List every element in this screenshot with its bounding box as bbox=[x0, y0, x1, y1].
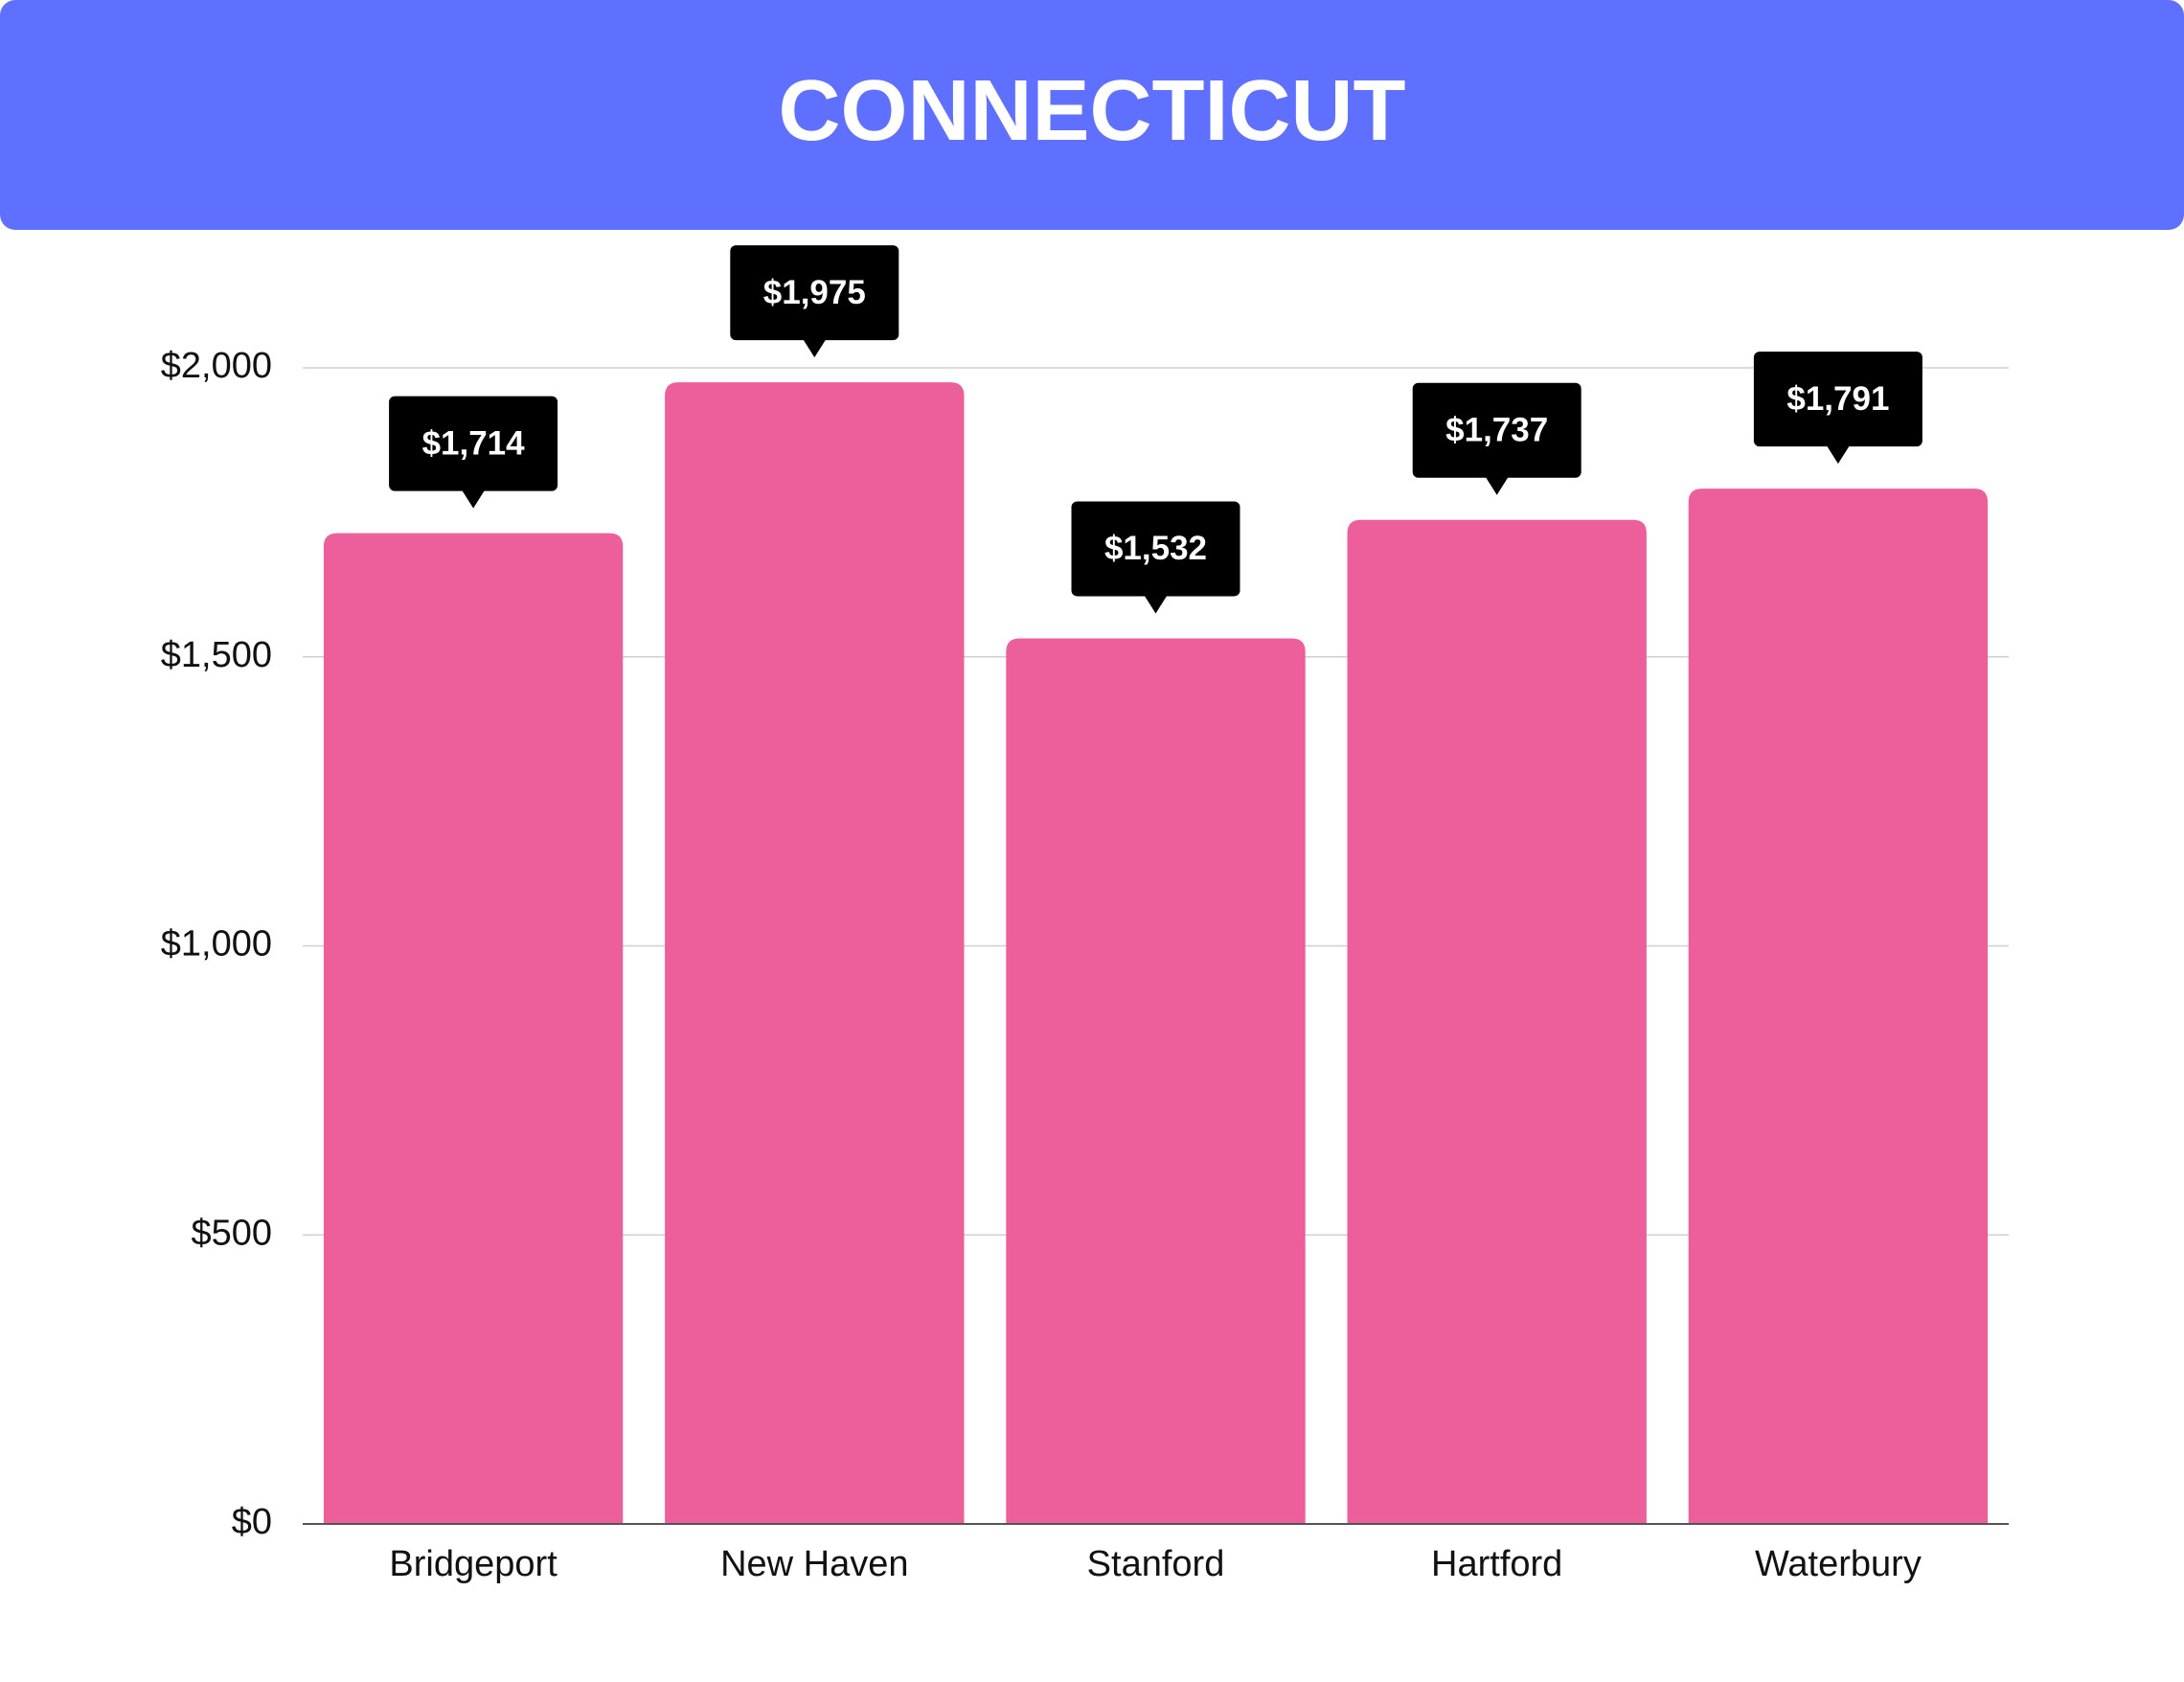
value-callout bbox=[1071, 501, 1240, 597]
callout-pointer bbox=[803, 339, 827, 358]
value-label: $1,791 bbox=[1786, 380, 1889, 418]
value-label: $1,532 bbox=[1104, 530, 1207, 567]
y-tick-label: $2,000 bbox=[161, 346, 272, 386]
value-callout bbox=[730, 245, 899, 341]
chart-title: CONNECTICUT bbox=[779, 63, 1406, 159]
callout-pointer bbox=[1144, 595, 1168, 614]
y-tick-label: $1,000 bbox=[161, 924, 272, 965]
header-band bbox=[0, 0, 2184, 230]
value-callout bbox=[1753, 352, 1922, 447]
bar bbox=[665, 382, 965, 1524]
y-tick-label: $1,500 bbox=[161, 635, 272, 675]
value-callout bbox=[389, 396, 558, 491]
callout-pointer bbox=[462, 489, 486, 509]
x-tick-label: Waterbury bbox=[1755, 1544, 1922, 1584]
x-tick-label: Hartford bbox=[1431, 1544, 1562, 1584]
y-tick-label: $500 bbox=[191, 1213, 272, 1253]
bar bbox=[1347, 519, 1647, 1525]
value-callout bbox=[1412, 382, 1581, 478]
bar bbox=[1688, 489, 1989, 1525]
value-label: $1,975 bbox=[763, 274, 866, 311]
x-tick-label: Stanford bbox=[1087, 1544, 1225, 1584]
bar bbox=[323, 533, 624, 1524]
callout-pointer bbox=[1485, 476, 1509, 495]
x-tick-label: Bridgeport bbox=[389, 1544, 557, 1584]
value-label: $1,737 bbox=[1445, 411, 1548, 448]
callout-pointer bbox=[1826, 445, 1850, 465]
value-label: $1,714 bbox=[422, 424, 526, 462]
y-tick-label: $0 bbox=[232, 1502, 272, 1542]
bar bbox=[1006, 638, 1306, 1524]
x-tick-label: New Haven bbox=[720, 1544, 908, 1584]
